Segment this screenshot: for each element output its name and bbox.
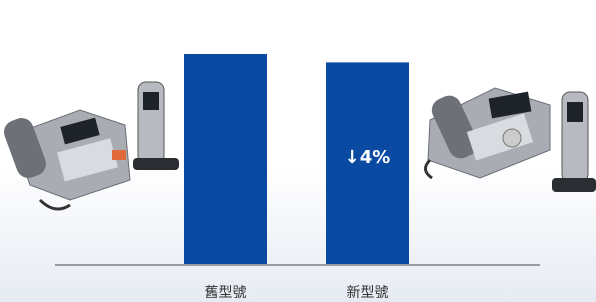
x-tick-label: 舊型號 [205,285,247,301]
change-label: ↓4% [345,147,391,168]
bar [184,54,267,264]
x-tick-label: 新型號 [347,285,389,301]
chart: 舊型號 新型號 ↓4% [0,0,596,302]
